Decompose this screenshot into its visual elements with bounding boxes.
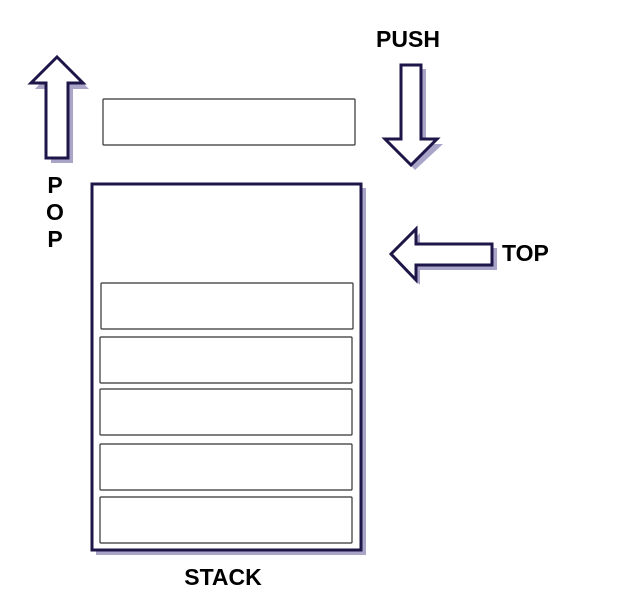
stack-item <box>100 282 354 330</box>
push-label: PUSH <box>376 26 440 52</box>
stack-item <box>99 496 353 544</box>
stack-item <box>99 443 353 491</box>
pop-letter: P <box>47 226 63 252</box>
pop-label: P O P <box>40 172 70 253</box>
stack-item <box>99 336 353 384</box>
incoming-item <box>102 98 356 146</box>
push-arrow-down-icon <box>381 63 443 170</box>
top-label: TOP <box>502 240 549 266</box>
top-arrow-left-icon <box>388 225 497 285</box>
stack-item <box>99 388 353 436</box>
pop-letter: O <box>46 199 64 225</box>
pop-arrow-up-icon <box>27 54 89 163</box>
pop-letter: P <box>47 172 63 198</box>
stack-label: STACK <box>184 564 262 590</box>
